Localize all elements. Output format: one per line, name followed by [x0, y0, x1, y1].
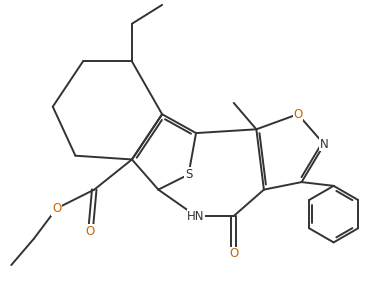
Text: O: O	[229, 247, 238, 260]
Text: O: O	[52, 202, 61, 215]
Text: O: O	[86, 225, 95, 238]
Text: N: N	[320, 138, 329, 151]
Text: O: O	[293, 108, 302, 121]
Text: HN: HN	[187, 209, 205, 223]
Text: S: S	[185, 168, 192, 181]
